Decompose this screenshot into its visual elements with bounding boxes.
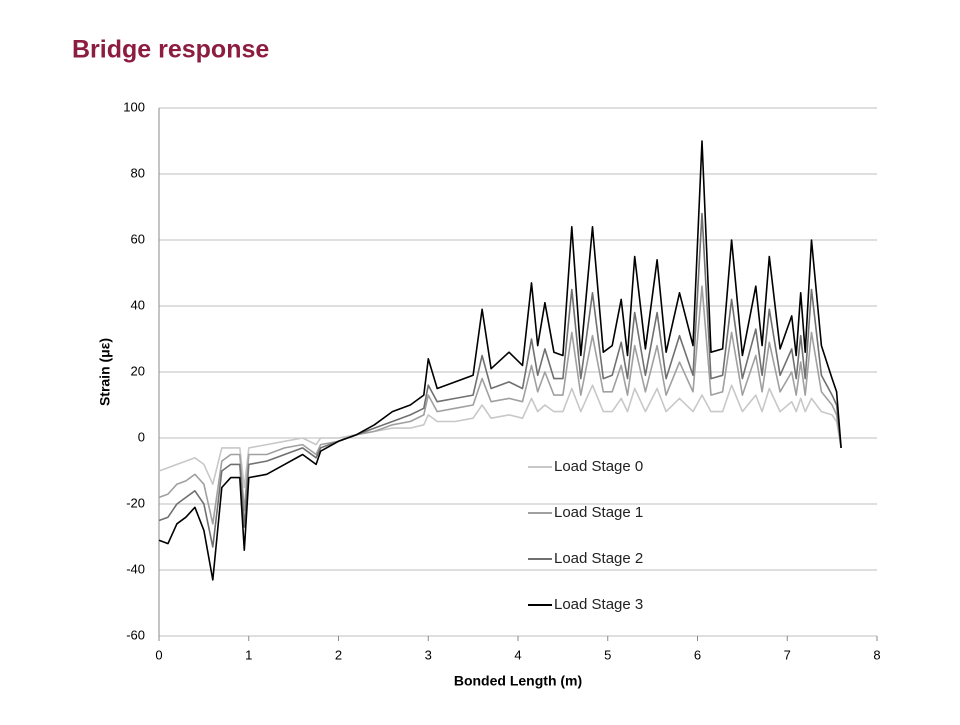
series-line xyxy=(158,384,842,489)
x-tick-label: 5 xyxy=(604,647,611,662)
x-tick-label: 8 xyxy=(873,647,880,662)
legend-label: Load Stage 0 xyxy=(554,458,643,475)
x-tick-label: 6 xyxy=(694,647,701,662)
series-line xyxy=(158,285,842,525)
x-tick-label: 3 xyxy=(425,647,432,662)
x-tick-label: 4 xyxy=(514,647,521,662)
series-line xyxy=(158,212,842,548)
x-tick-label: 1 xyxy=(245,647,252,662)
series-line xyxy=(158,140,842,581)
x-tick-label: 7 xyxy=(784,647,791,662)
y-tick-label: 40 xyxy=(131,297,145,312)
y-tick-label: -20 xyxy=(126,495,145,510)
y-tick-label: 80 xyxy=(131,165,145,180)
legend-label: Load Stage 1 xyxy=(554,504,643,521)
x-tick-label: 2 xyxy=(335,647,342,662)
y-tick-label: 100 xyxy=(123,99,145,114)
y-tick-label: -40 xyxy=(126,561,145,576)
y-tick-label: 20 xyxy=(131,363,145,378)
y-tick-label: -60 xyxy=(126,627,145,642)
legend-label: Load Stage 2 xyxy=(554,550,643,567)
x-axis-title: Bonded Length (m) xyxy=(454,673,582,689)
chart-title: Bridge response xyxy=(72,36,269,64)
legend-label: Load Stage 3 xyxy=(554,596,643,613)
y-tick-label: 60 xyxy=(131,231,145,246)
y-axis-title: Strain (με) xyxy=(97,338,113,406)
y-tick-label: 0 xyxy=(138,429,145,444)
x-tick-label: 0 xyxy=(155,647,162,662)
